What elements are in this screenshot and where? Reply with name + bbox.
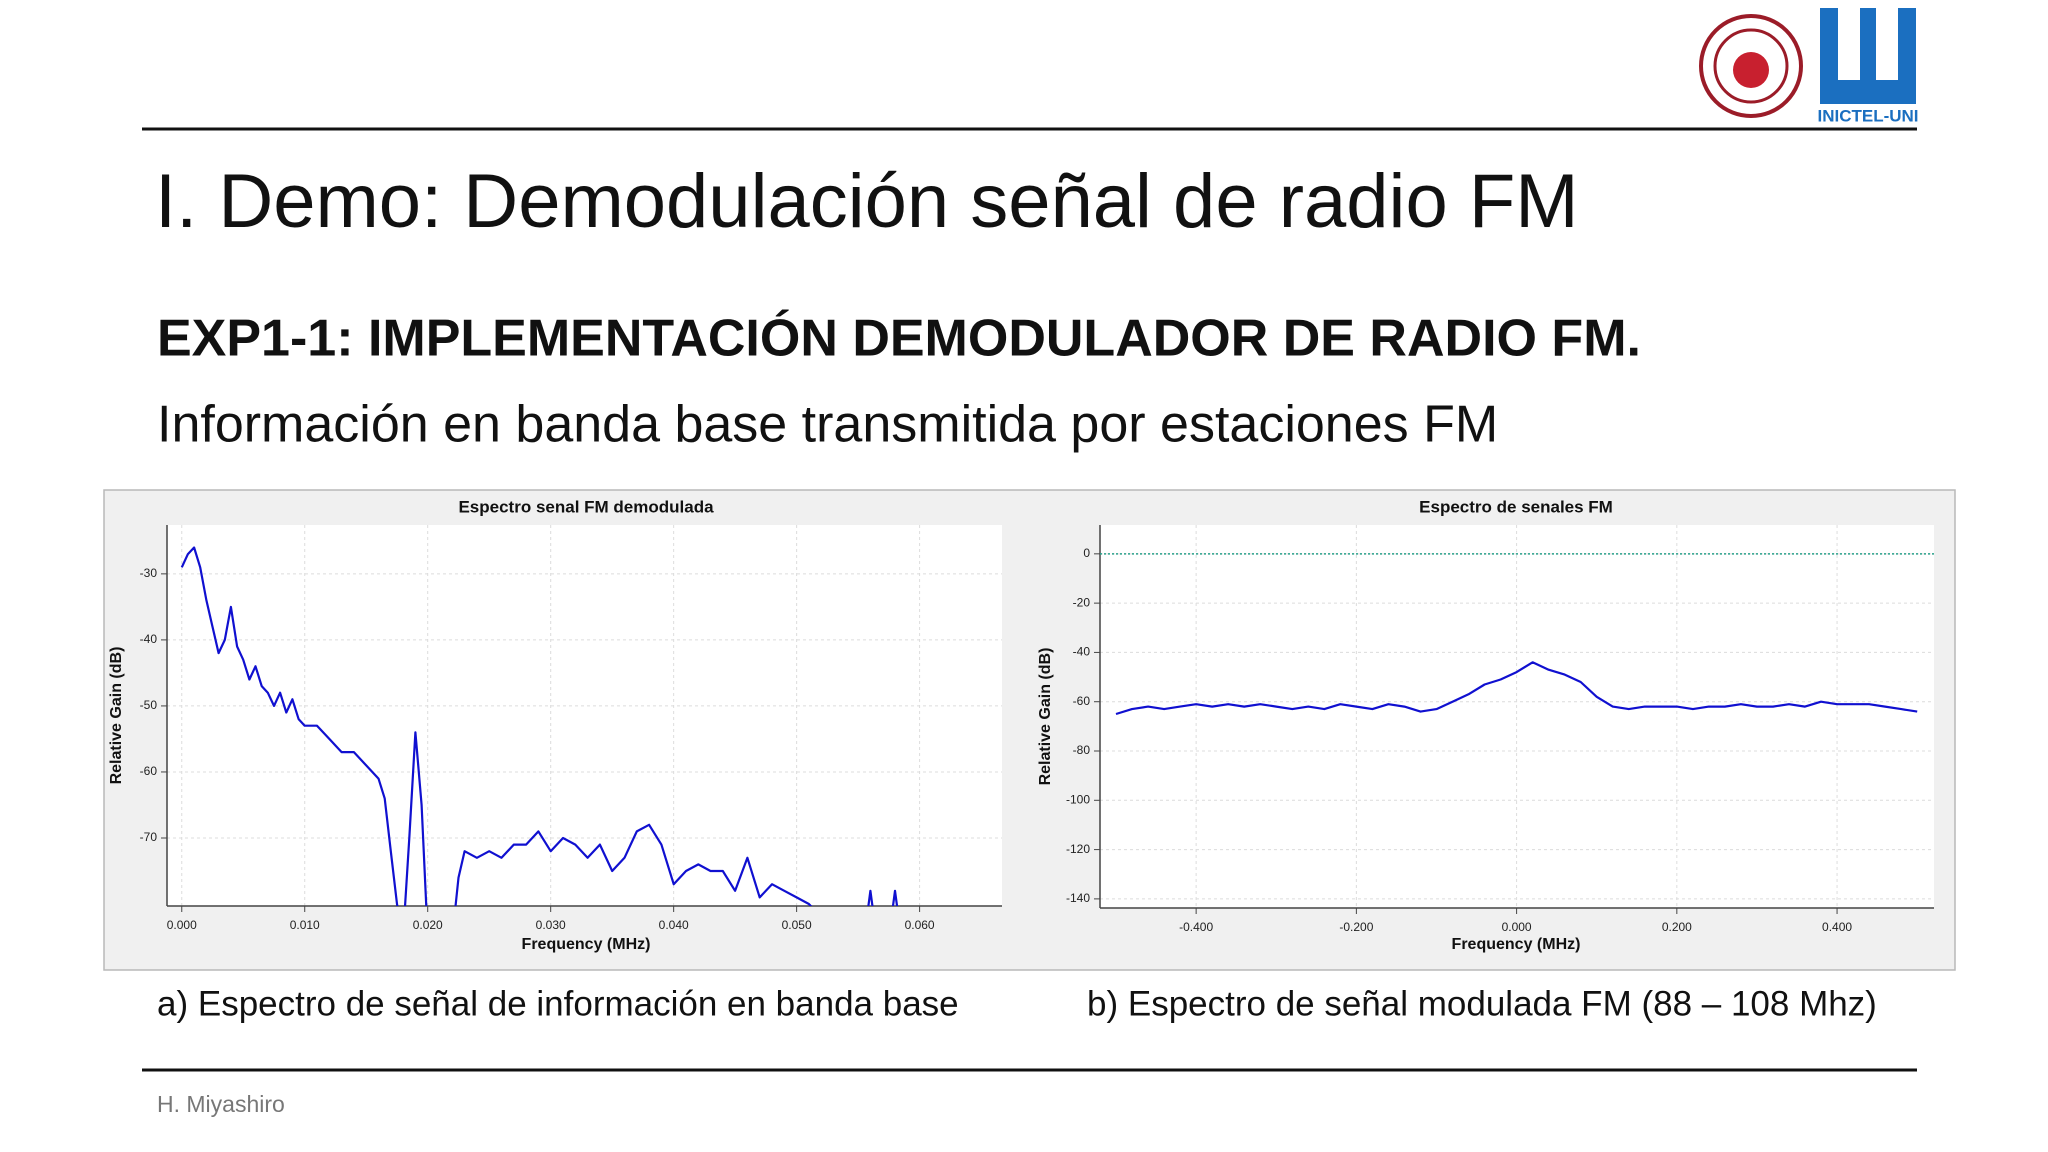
x-tick-label: 0.040 (659, 918, 689, 932)
x-tick-label: 0.000 (1502, 920, 1532, 934)
x-tick-label: 0.400 (1822, 920, 1852, 934)
plot-area (167, 525, 1002, 906)
inictel-logo-cut (1876, 8, 1898, 80)
y-tick-label: -60 (140, 764, 158, 778)
logo-text: INICTEL-UNI (1817, 106, 1918, 125)
y-tick-label: -120 (1066, 842, 1090, 856)
inictel-logo-band (1820, 104, 1916, 128)
x-tick-label: 0.200 (1662, 920, 1692, 934)
x-axis-label: Frequency (MHz) (1452, 936, 1581, 953)
university-logo-gear (1733, 52, 1769, 88)
x-tick-label: 0.050 (782, 918, 812, 932)
inictel-logo (1820, 8, 1916, 108)
x-axis-label: Frequency (MHz) (522, 936, 651, 953)
plot-clip (180, 546, 899, 906)
chart-title: Espectro de senales FM (1419, 497, 1613, 516)
caption: a) Espectro de señal de información en b… (157, 984, 959, 1023)
y-tick-label: 0 (1083, 546, 1090, 560)
y-axis-label: Relative Gain (dB) (108, 647, 125, 785)
footer: H. Miyashiro (157, 1091, 285, 1117)
y-axis-label: Relative Gain (dB) (1037, 648, 1054, 786)
y-tick-label: -100 (1066, 792, 1090, 806)
chart-title: Espectro senal FM demodulada (458, 497, 714, 516)
series-line (180, 546, 899, 906)
x-tick-label: 0.010 (290, 918, 320, 932)
y-tick-label: -70 (140, 830, 158, 844)
x-tick-label: -0.200 (1339, 920, 1373, 934)
description: Información en banda base transmitida po… (157, 396, 1498, 454)
y-tick-label: -40 (140, 632, 158, 646)
y-tick-label: -30 (140, 566, 158, 580)
subtitle: EXP1-1: IMPLEMENTACIÓN DEMODULADOR DE RA… (157, 310, 1641, 368)
caption: b) Espectro de señal modulada FM (88 – 1… (1087, 984, 1877, 1023)
series-line (1115, 661, 1918, 716)
y-tick-label: -60 (1073, 694, 1091, 708)
x-tick-label: 0.020 (413, 918, 443, 932)
x-tick-label: 0.030 (536, 918, 566, 932)
y-tick-label: -20 (1073, 595, 1091, 609)
inictel-logo-cut (1838, 8, 1860, 80)
y-tick-label: -50 (140, 698, 158, 712)
university-logo-ring (1713, 28, 1789, 104)
y-tick-label: -140 (1066, 891, 1090, 905)
x-tick-label: 0.060 (905, 918, 935, 932)
y-tick-label: -80 (1073, 743, 1091, 757)
x-tick-label: 0.000 (167, 918, 197, 932)
y-tick-label: -40 (1073, 645, 1091, 659)
slide-title: I. Demo: Demodulación señal de radio FM (155, 159, 1579, 244)
x-tick-label: -0.400 (1179, 920, 1213, 934)
plot-clip (1115, 661, 1918, 716)
